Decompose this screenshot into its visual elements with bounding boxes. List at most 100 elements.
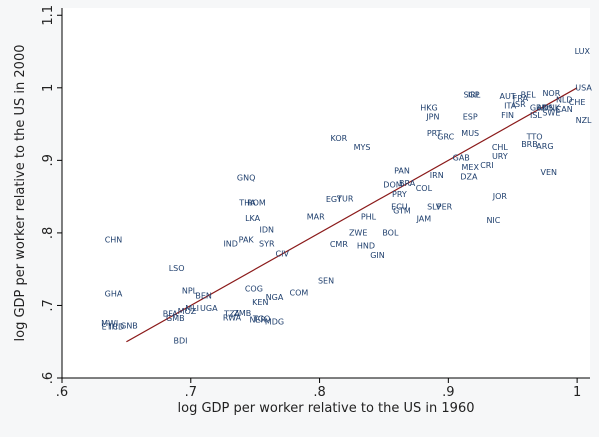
data-point-label: TUR <box>336 194 354 203</box>
data-point-label: ROM <box>247 199 266 208</box>
data-point-label: UGA <box>200 304 218 313</box>
data-point-label: MDG <box>265 318 284 327</box>
data-point-label: ETH <box>102 323 118 332</box>
data-point-label: ITA <box>504 101 517 110</box>
data-point-label: PRY <box>392 190 407 199</box>
data-point-label: JPN <box>425 112 439 121</box>
data-point-label: PER <box>437 202 453 211</box>
data-point-label: HND <box>357 241 375 250</box>
data-point-label: NER <box>249 315 266 324</box>
data-point-label: HKG <box>420 104 437 113</box>
data-point-label: LKA <box>245 214 261 223</box>
data-point-label: MEX <box>462 163 480 172</box>
data-point-label: CIV <box>276 249 290 258</box>
data-point-label: IND <box>223 239 238 248</box>
data-point-label: SYR <box>259 239 275 248</box>
data-point-label: JOR <box>492 192 508 201</box>
data-point-label: NZL <box>576 116 592 125</box>
data-point-label: ISR <box>513 100 526 109</box>
data-point-label: COL <box>416 184 433 193</box>
data-point-label: URY <box>492 152 508 161</box>
data-point-label: BOL <box>382 228 399 237</box>
data-point-label: DOM <box>383 181 402 190</box>
data-point-label: CHE <box>569 98 586 107</box>
data-point-label: THA <box>238 199 256 208</box>
data-point-label: GMB <box>166 314 185 323</box>
x-tick-label: .7 <box>185 385 197 400</box>
data-point-label: MLI <box>185 304 199 313</box>
data-point-label: ESP <box>463 112 478 121</box>
x-tick-label: .8 <box>313 385 325 400</box>
data-point-label: EGY <box>326 195 342 204</box>
data-point-label: MOZ <box>178 307 197 316</box>
data-point-label: GBR <box>530 104 548 113</box>
y-axis-title: log GDP per worker relative to the US in… <box>13 45 28 342</box>
data-point-label: FRA <box>513 94 529 103</box>
data-point-label: GRC <box>437 133 454 142</box>
data-point-label: GTM <box>393 207 411 216</box>
data-point-label: BFA <box>163 310 178 319</box>
data-point-label: AUT <box>499 92 515 101</box>
fit-line <box>126 87 578 343</box>
data-point-label: CHN <box>105 236 123 245</box>
data-point-label: MYS <box>354 143 371 152</box>
data-point-label: BDI <box>173 337 187 346</box>
data-point-label: SLV <box>427 202 442 211</box>
data-point-label: PHL <box>361 212 377 221</box>
y-tick-label: 1 <box>41 84 56 92</box>
data-point-label: GIN <box>370 251 385 260</box>
data-point-label: BRB <box>521 140 538 149</box>
data-point-label: VEN <box>541 168 558 177</box>
data-point-label: PAN <box>394 167 410 176</box>
x-axis-title: log GDP per worker relative to the US in… <box>178 401 475 416</box>
data-point-label: IRN <box>430 171 444 180</box>
data-point-label: MWI <box>101 319 118 328</box>
data-point-label: TTO <box>526 133 543 142</box>
data-point-label: COM <box>290 289 309 298</box>
data-point-label: ISL <box>530 111 542 120</box>
y-tick-label: .7 <box>41 299 56 311</box>
y-tick-label: 1.1 <box>41 5 56 26</box>
data-point-label: ECU <box>391 202 408 211</box>
data-point-label: USA <box>575 83 592 92</box>
data-point-label: NGA <box>266 293 284 302</box>
data-point-label: NOR <box>542 89 560 98</box>
data-point-label: CAN <box>556 105 573 114</box>
data-point-label: KOR <box>331 134 348 143</box>
data-point-label: MUS <box>461 129 479 138</box>
data-point-label: PRT <box>427 129 442 138</box>
data-point-label: CRI <box>480 161 494 170</box>
data-point-label: ZMB <box>233 309 251 318</box>
data-point-label: COG <box>245 284 263 293</box>
data-point-label: TGO <box>252 315 270 324</box>
data-point-label: NIC <box>486 216 500 225</box>
data-point-label: LUX <box>575 47 591 56</box>
x-tick-label: .6 <box>56 385 68 400</box>
data-point-label: SGP <box>463 91 479 100</box>
data-point-label: SEN <box>318 276 334 285</box>
data-point-label: BEN <box>195 292 212 301</box>
data-point-label: NPL <box>182 286 198 295</box>
data-point-label: TCD <box>107 323 124 332</box>
data-point-label: FIN <box>501 111 514 120</box>
plot-area <box>62 8 590 378</box>
axes-group: .6 .7 .8 .9 1 .6 .7 .8 .9 1 1.1 <box>41 5 590 400</box>
x-tick-label: 1 <box>573 385 581 400</box>
data-point-label: GHA <box>105 289 123 298</box>
data-point-label: MAR <box>307 212 325 221</box>
y-tick-label: .9 <box>41 154 56 166</box>
y-tick-label: .8 <box>41 227 56 239</box>
data-point-label: KEN <box>252 298 268 307</box>
data-points-group: LUXUSANZLCHENLDNORBELCANDNKSWEGBRAUSAUTF… <box>101 47 592 345</box>
data-point-label: AUS <box>537 104 553 113</box>
data-point-label: SWE <box>542 109 560 118</box>
data-point-label: RWA <box>223 313 242 322</box>
x-tick-label: .9 <box>442 385 454 400</box>
data-point-label: CHL <box>492 143 509 152</box>
data-point-label: LSO <box>169 264 185 273</box>
data-point-label: ARG <box>536 142 553 151</box>
fit-line-group <box>126 87 578 343</box>
data-point-label: GNB <box>120 321 138 330</box>
